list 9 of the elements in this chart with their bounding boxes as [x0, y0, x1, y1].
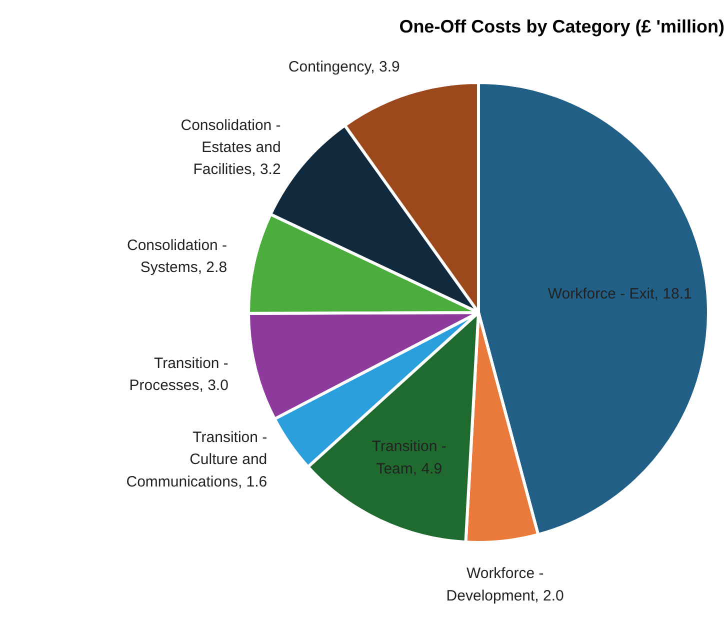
slice-label: Workforce - Exit, 18.1: [548, 285, 692, 302]
slice-label: Workforce - Development, 2.0: [446, 565, 564, 604]
slice-label: Consolidation - Estates and Facilities, 3.2: [180, 116, 281, 178]
slice-label: Transition - Culture and Communications, 1.6: [126, 429, 268, 490]
chart-title: One-Off Costs by Category (£ 'million): [399, 16, 725, 36]
slice-label: Consolidation - Systems, 2.8: [126, 237, 228, 276]
slice-label: Contingency, 3.9: [288, 58, 400, 76]
slice-label: Transition - Team, 4.9: [372, 438, 446, 478]
slice-label: Transition - Processes, 3.0: [129, 354, 228, 394]
